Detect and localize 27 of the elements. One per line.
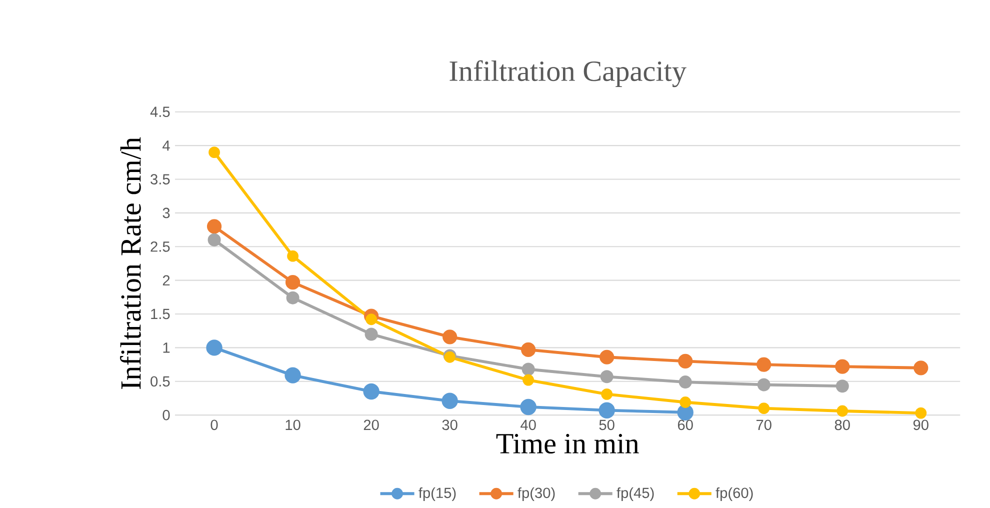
x-tick-label: 80 (834, 420, 850, 430)
x-tick-label: 40 (520, 420, 536, 430)
chart-title: Infiltration Capacity (450, 60, 686, 88)
y-tick-label: 4 (162, 140, 170, 151)
y-tick-label: 3 (162, 208, 170, 218)
x-axis-title: Time in min (496, 434, 639, 454)
legend-label: fp(60) (716, 487, 753, 501)
legend-label: fp(45) (616, 487, 654, 501)
x-tick-label: 20 (364, 420, 379, 430)
y-tick-label: 2 (162, 275, 170, 286)
x-tick-label: 10 (286, 420, 300, 430)
x-tick-label: 90 (913, 420, 928, 430)
legend-label: fp(30) (518, 487, 555, 501)
y-tick-label: 0 (162, 410, 170, 420)
x-tick-label: 50 (599, 420, 614, 430)
y-tick-label: 1 (163, 342, 170, 353)
y-tick-label: 2.5 (150, 241, 170, 252)
x-tick-label: 70 (756, 420, 772, 430)
x-tick-label: 0 (210, 420, 218, 430)
x-tick-label: 30 (442, 420, 458, 430)
legend-label: fp(15) (418, 487, 456, 501)
y-tick-label: 0.5 (150, 376, 170, 387)
y-axis-title: Infiltration Rate cm/h (120, 137, 141, 390)
y-tick-label: 3.5 (150, 174, 170, 184)
y-tick-label: 4.5 (150, 106, 170, 117)
x-tick-label: 60 (678, 420, 693, 430)
y-tick-label: 1.5 (151, 308, 170, 320)
